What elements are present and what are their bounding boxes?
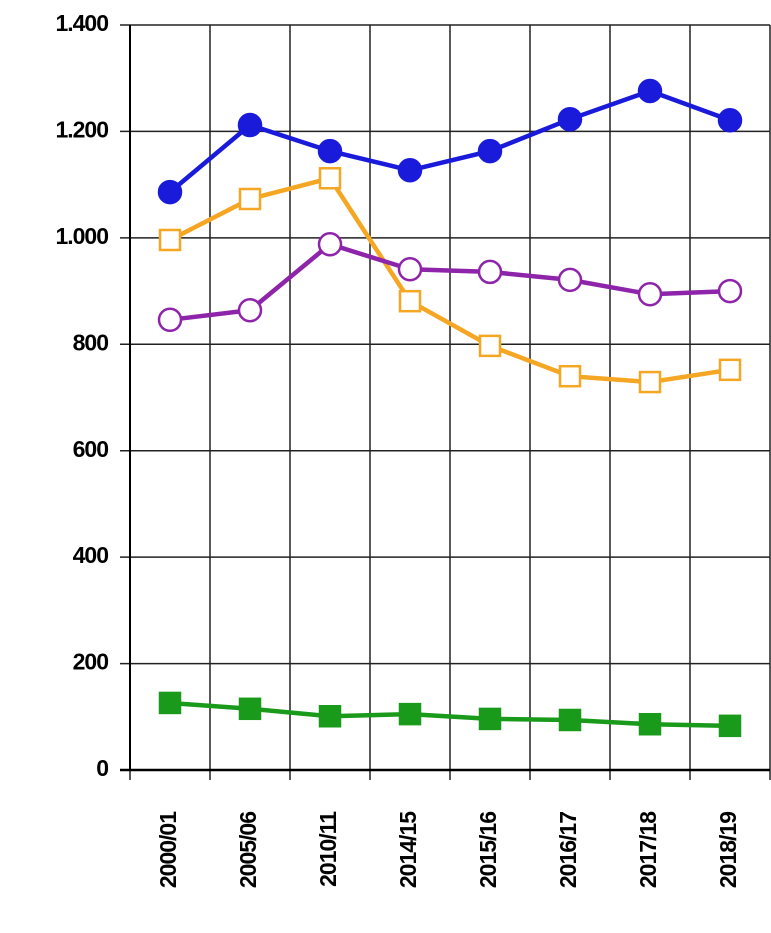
x-tick-label: 2018/19 bbox=[715, 812, 741, 888]
point bbox=[238, 187, 262, 211]
series-line bbox=[169, 700, 731, 729]
point bbox=[717, 278, 743, 304]
x-tick-label: 2017/18 bbox=[635, 811, 661, 888]
point bbox=[317, 231, 343, 257]
point bbox=[237, 297, 263, 323]
x-tick-label: 2010/11 bbox=[315, 811, 341, 887]
y-tick-label: 1.400 bbox=[55, 10, 108, 36]
series-line bbox=[169, 241, 731, 323]
point bbox=[477, 138, 503, 164]
point bbox=[558, 708, 582, 732]
x-tick-label: 2014/15 bbox=[395, 811, 421, 888]
y-tick-label: 1.000 bbox=[55, 223, 108, 249]
point bbox=[718, 714, 742, 738]
x-tick-label: 2016/17 bbox=[555, 812, 581, 888]
point bbox=[478, 334, 502, 358]
point bbox=[398, 289, 422, 313]
y-tick-label: 200 bbox=[73, 649, 109, 675]
point bbox=[158, 228, 182, 252]
point bbox=[157, 179, 183, 205]
x-tick-label: 2005/06 bbox=[235, 812, 261, 888]
point bbox=[478, 707, 502, 731]
series-line bbox=[168, 88, 731, 194]
point bbox=[477, 259, 503, 285]
point bbox=[238, 697, 262, 721]
point bbox=[318, 705, 342, 728]
y-tick-label: 600 bbox=[73, 436, 109, 462]
point bbox=[318, 167, 342, 190]
point bbox=[558, 364, 582, 388]
x-tick-label: 2000/01 bbox=[155, 811, 181, 888]
y-tick-label: 400 bbox=[73, 542, 109, 568]
point bbox=[638, 712, 662, 736]
y-tick-label: 1.200 bbox=[55, 117, 108, 143]
y-tick-label: 0 bbox=[96, 755, 108, 781]
point bbox=[157, 307, 183, 333]
point bbox=[637, 78, 663, 104]
point bbox=[397, 158, 423, 183]
series-line bbox=[168, 175, 731, 385]
point bbox=[718, 358, 742, 382]
point bbox=[557, 106, 583, 132]
point bbox=[398, 702, 422, 726]
point bbox=[638, 370, 662, 394]
point bbox=[397, 257, 423, 282]
point bbox=[317, 138, 343, 164]
x-tick-label: 2015/16 bbox=[475, 812, 501, 888]
point bbox=[158, 691, 182, 715]
y-tick-label: 800 bbox=[73, 329, 109, 355]
point bbox=[717, 108, 743, 133]
point bbox=[557, 267, 583, 293]
point bbox=[637, 282, 663, 307]
point bbox=[237, 112, 263, 138]
